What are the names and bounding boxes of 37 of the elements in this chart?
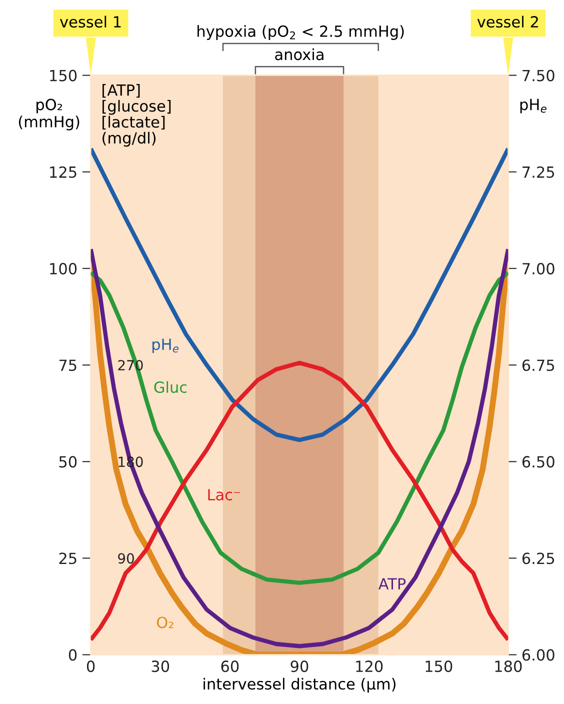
line-series [90,360,508,642]
x-tick-label: 60 [221,660,239,672]
text: vessel 1 [60,16,121,28]
series-label: Lac⁻ [208,489,240,500]
y3-axis-title: [ATP] [glucose] [lactate] (mg/dl) [102,84,171,147]
y-tick-label: 0 [68,649,77,661]
x-axis-title: intervessel distance (µm) [204,678,396,693]
y2-tick-label: 6.50 [522,456,554,468]
text: vessel 2 [477,16,538,28]
line-series [90,146,508,442]
y2-tick-label: 6.00 [522,649,554,661]
y-tick-label: 100 [50,262,77,274]
y-tick-label: 50 [59,456,77,468]
y-tick-label: 75 [59,360,76,372]
x-tick-label: 180 [495,660,522,672]
y3-tick-label: 90 [118,553,134,564]
series-label: pH$_{e}$ [152,338,179,354]
band-label: hypoxia (pO$_{2}$ < 2.5 mmHg) [198,25,404,40]
series-label: Gluc [154,381,187,393]
x-tick-label: 90 [290,660,308,672]
x-tick-label: 0 [86,660,95,672]
band-label: anoxia [275,48,324,60]
y-axis-title: pO₂ (mmHg) [18,98,80,130]
y-tick-label: 125 [50,166,76,178]
y-tick-label: 25 [59,552,76,564]
y2-tick-label: 6.25 [522,552,554,564]
y2-tick-label: 7.50 [522,70,554,82]
y2-tick-label: 7.00 [522,262,554,274]
series-label: O₂ [156,616,174,628]
y2-axis-title: pH$_{e}$ [520,98,546,114]
x-tick-label: 150 [426,660,452,672]
x-tick-label: 120 [356,660,383,672]
y2-tick-label: 7.25 [522,166,554,178]
y-tick-label: 150 [50,70,77,82]
x-tick-label: 30 [152,660,170,672]
series-label: ATP [378,578,406,590]
y2-tick-label: 6.75 [522,359,554,372]
